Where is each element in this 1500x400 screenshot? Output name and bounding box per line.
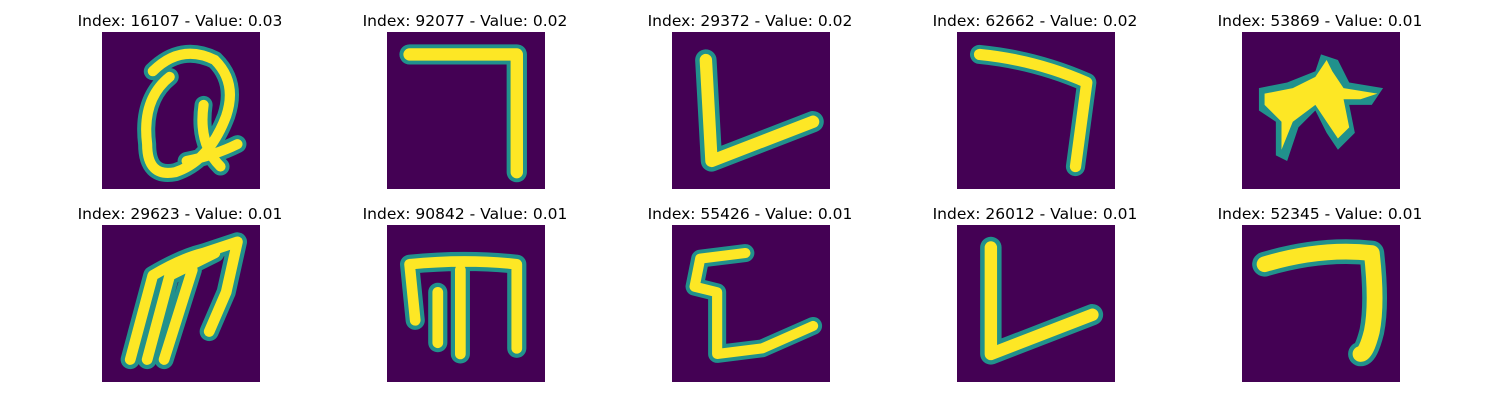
glyph-image [957,225,1115,382]
panel-9: Index: 26012 - Value: 0.01 [925,204,1145,384]
panel-title: Index: 16107 - Value: 0.03 [77,12,283,30]
glyph-image [957,32,1115,189]
panel-title: Index: 52345 - Value: 0.01 [1217,205,1423,223]
glyph-image [102,225,260,382]
panel-10: Index: 52345 - Value: 0.01 [1210,204,1430,384]
glyph-image [672,225,830,382]
panel-3: Index: 29372 - Value: 0.02 [640,11,860,191]
panel-6: Index: 29623 - Value: 0.01 [70,204,290,384]
glyph-image [1242,32,1400,189]
panel-1: Index: 16107 - Value: 0.03 [70,11,290,191]
panel-4: Index: 62662 - Value: 0.02 [925,11,1145,191]
panel-title: Index: 92077 - Value: 0.02 [362,12,568,30]
glyph-image [1242,225,1400,382]
panel-title: Index: 90842 - Value: 0.01 [362,205,568,223]
panel-title: Index: 29623 - Value: 0.01 [77,205,283,223]
glyph-image [672,32,830,189]
panel-title: Index: 26012 - Value: 0.01 [932,205,1138,223]
panel-title: Index: 62662 - Value: 0.02 [932,12,1138,30]
glyph-image [102,32,260,189]
panel-title: Index: 55426 - Value: 0.01 [647,205,853,223]
glyph-image [387,32,545,189]
panel-title: Index: 53869 - Value: 0.01 [1217,12,1423,30]
glyph-image [387,225,545,382]
panel-5: Index: 53869 - Value: 0.01 [1210,11,1430,191]
panel-7: Index: 90842 - Value: 0.01 [355,204,575,384]
panel-8: Index: 55426 - Value: 0.01 [640,204,860,384]
panel-title: Index: 29372 - Value: 0.02 [647,12,853,30]
panel-2: Index: 92077 - Value: 0.02 [355,11,575,191]
